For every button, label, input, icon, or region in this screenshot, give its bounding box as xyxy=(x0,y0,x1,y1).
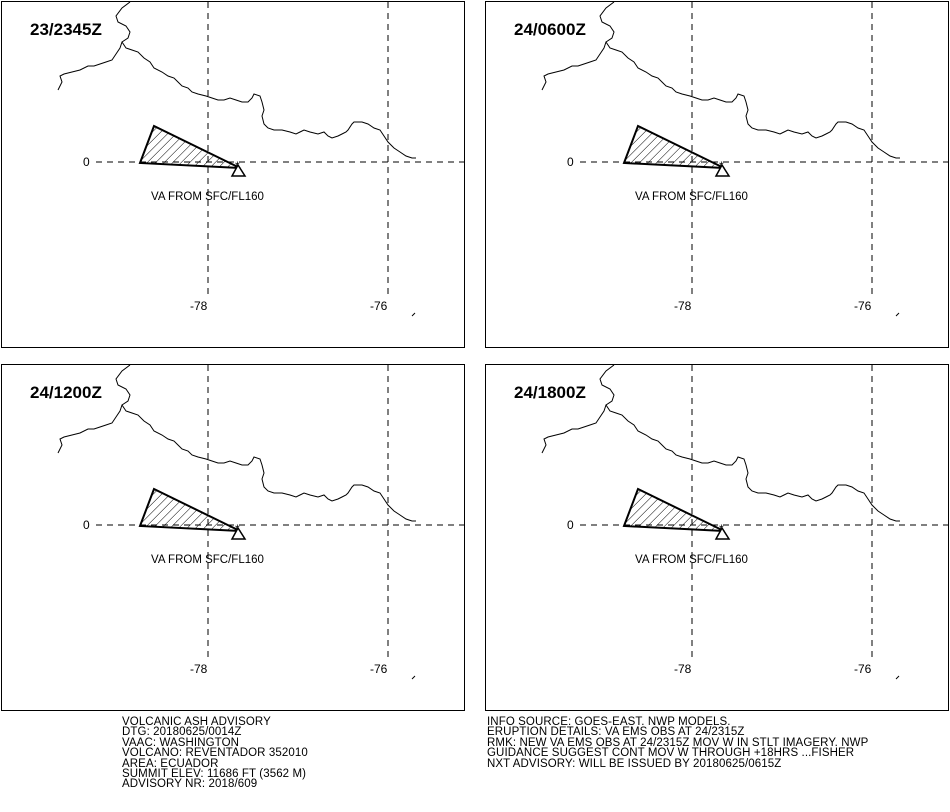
advisory-vaac: VAAC: WASHINGTON xyxy=(122,736,240,749)
advisory-info-block: INFO SOURCE: GOES-EAST. NWP MODELS. ERUP… xyxy=(487,716,869,770)
lat-label-0: 0 xyxy=(83,155,90,169)
coastline xyxy=(599,365,900,522)
map-canvas: * xyxy=(541,2,948,317)
border-line xyxy=(541,404,607,454)
forecast-panel-t6: * 24/0600Z VA FROM SFC/FL160 0 -78 -76 xyxy=(485,1,949,348)
lon-label-minus78: -78 xyxy=(190,299,208,313)
ash-height-label: VA FROM SFC/FL160 xyxy=(151,191,264,203)
lon-label-minus76: -76 xyxy=(370,299,388,313)
advisory-dtg: DTG: 20180625/0014Z xyxy=(122,726,242,739)
edge-mark xyxy=(895,312,900,317)
lat-label-0: 0 xyxy=(567,155,574,169)
volcano-icon xyxy=(714,163,731,177)
forecast-panel-t12: * 24/1200Z VA FROM SFC/FL160 0 -78 -76 xyxy=(1,364,465,711)
ash-height-label: VA FROM SFC/FL160 xyxy=(635,191,748,203)
lon-label-minus78: -78 xyxy=(190,662,208,676)
lon-label-minus78: -78 xyxy=(674,662,692,676)
border-line xyxy=(57,404,123,454)
map-canvas: * xyxy=(57,365,464,680)
coastline xyxy=(599,2,900,159)
volcano-icon xyxy=(714,526,731,540)
forecast-panel-t0: * 23/2345Z VA FROM SFC/FL160 0 -78 -76 xyxy=(1,1,465,348)
volcano-icon xyxy=(230,163,247,177)
ash-height-label: VA FROM SFC/FL160 xyxy=(151,554,264,566)
volcano-icon xyxy=(230,526,247,540)
ash-cloud-area xyxy=(622,487,725,532)
advisory-number: ADVISORY NR: 2018/609 xyxy=(122,778,258,791)
lat-label-0: 0 xyxy=(567,518,574,532)
volcano-star-icon: * xyxy=(235,522,240,536)
volcano-star-icon: * xyxy=(235,159,240,173)
remarks-line-1: RMK: NEW VA EMS OBS AT 24/2315Z MOV W IN… xyxy=(487,736,869,749)
advisory-title: VOLCANIC ASH ADVISORY xyxy=(122,716,271,728)
coastline xyxy=(115,2,416,159)
next-advisory: NXT ADVISORY: WILL BE ISSUED BY 20180625… xyxy=(487,757,782,770)
volcano-star-icon: * xyxy=(719,522,724,536)
forecast-panel-t18: * 24/1800Z VA FROM SFC/FL160 0 -78 -76 xyxy=(485,364,949,711)
info-source: INFO SOURCE: GOES-EAST. NWP MODELS. xyxy=(487,716,731,728)
lon-label-minus76: -76 xyxy=(370,662,388,676)
advisory-header-block: VOLCANIC ASH ADVISORY DTG: 20180625/0014… xyxy=(122,716,308,791)
advisory-volcano: VOLCANO: REVENTADOR 352010 xyxy=(122,747,308,760)
remarks-line-2: GUIDANCE SUGGEST CONT MOV W THROUGH +18H… xyxy=(487,747,855,760)
map-canvas: * xyxy=(541,365,948,680)
panel-valid-time: 23/2345Z xyxy=(30,20,102,39)
border-line xyxy=(541,41,607,91)
ash-height-label: VA FROM SFC/FL160 xyxy=(635,554,748,566)
ash-cloud-area xyxy=(138,487,241,532)
ash-cloud-area xyxy=(622,124,725,169)
lon-label-minus76: -76 xyxy=(854,299,872,313)
edge-mark xyxy=(411,312,416,317)
lon-label-minus76: -76 xyxy=(854,662,872,676)
volcano-star-icon: * xyxy=(719,159,724,173)
ash-cloud-area xyxy=(138,124,241,169)
lat-label-0: 0 xyxy=(83,518,90,532)
coastline xyxy=(115,365,416,522)
panel-valid-time: 24/1800Z xyxy=(514,383,586,402)
lon-label-minus78: -78 xyxy=(674,299,692,313)
advisory-summit: SUMMIT ELEV: 11686 FT (3562 M) xyxy=(122,767,307,780)
eruption-details: ERUPTION DETAILS: VA EMS OBS AT 24/2315Z xyxy=(487,726,745,739)
border-line xyxy=(57,41,123,91)
advisory-area: AREA: ECUADOR xyxy=(122,757,219,770)
panel-valid-time: 24/1200Z xyxy=(30,383,102,402)
map-canvas: * xyxy=(57,2,464,317)
edge-mark xyxy=(895,675,900,680)
panel-valid-time: 24/0600Z xyxy=(514,20,586,39)
edge-mark xyxy=(411,675,416,680)
